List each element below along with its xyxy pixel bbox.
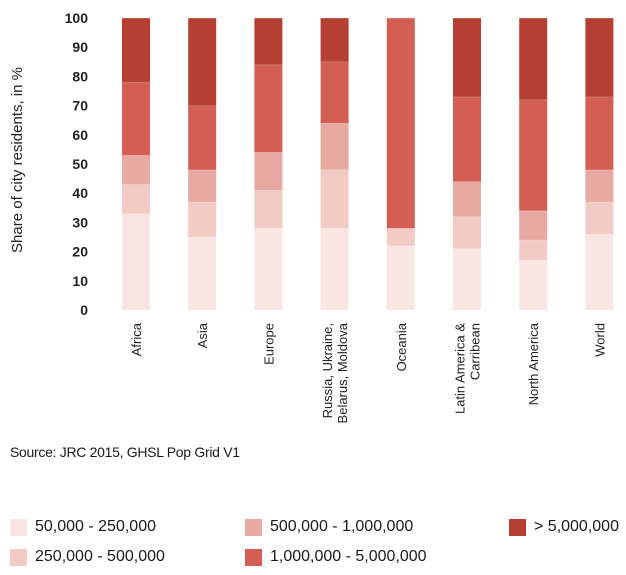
y-tick-label: 80 (72, 68, 88, 84)
y-tick-label: 40 (72, 185, 88, 201)
x-category-label: Europe (261, 323, 276, 365)
legend-label: 1,000,000 - 5,000,000 (270, 548, 427, 565)
bar-segment (585, 201, 614, 235)
y-tick-label: 100 (65, 10, 89, 26)
legend-label: 500,000 - 1,000,000 (270, 518, 414, 535)
bar-segment (188, 18, 217, 106)
bar-segment (122, 184, 150, 214)
x-category-label: Carribean (468, 323, 483, 380)
x-category-label: World (592, 323, 607, 357)
y-axis-label: Share of city residents, in % (9, 67, 26, 253)
source-note: Source: JRC 2015, GHSL Pop Grid V1 (10, 444, 240, 460)
x-category-label: Oceania (394, 322, 409, 371)
legend-swatch (245, 548, 262, 566)
x-category-label: Russia, Ukraine, (320, 323, 335, 418)
y-tick-label: 10 (72, 273, 88, 289)
bar-segment (188, 105, 217, 170)
y-tick-label: 70 (72, 98, 88, 114)
bar-segment (320, 18, 349, 62)
y-tick-label: 50 (72, 156, 88, 172)
y-axis-label-group: Share of city residents, in % (9, 67, 26, 253)
bar-segment (320, 169, 349, 229)
legend-label: > 5,000,000 (534, 518, 619, 535)
bar-segment (519, 260, 548, 310)
x-category-label: North America (526, 322, 541, 405)
bar-segment (453, 18, 481, 97)
y-tick-label: 0 (80, 302, 88, 318)
bar-segment (519, 99, 548, 211)
y-tick-label: 20 (72, 244, 88, 260)
legend-item: 50,000 - 250,000 (10, 518, 156, 536)
legend-label: 50,000 - 250,000 (35, 518, 156, 535)
bar-segment (585, 96, 614, 170)
bar-segment (386, 245, 415, 310)
y-tick-label: 60 (72, 127, 88, 143)
bar-segment (122, 82, 150, 156)
bar-segment (519, 239, 548, 261)
y-tick-label: 30 (72, 214, 88, 230)
y-tick-label: 90 (72, 39, 88, 55)
bar-segment (122, 213, 150, 310)
bar-segment (585, 234, 614, 310)
bar-segment (585, 169, 614, 202)
bar-segment (453, 216, 481, 249)
x-axis-labels: Africa Asia Europe Russia, Ukraine, Belarus,… (129, 322, 607, 423)
legend-item: 250,000 - 500,000 (10, 548, 165, 566)
bar-segment (188, 237, 217, 310)
bar-segment (254, 152, 283, 191)
bar-segment (320, 61, 349, 124)
x-category-label: Belarus, Moldova (335, 322, 350, 423)
y-axis-ticks: 0 10 20 30 40 50 60 70 80 90 100 (65, 10, 89, 318)
bar-segment (453, 248, 481, 310)
legend-item: > 5,000,000 (509, 518, 619, 536)
bar-segment (453, 96, 481, 182)
bar-segment (254, 190, 283, 229)
legend-swatch (10, 548, 27, 566)
bar-segment (453, 181, 481, 217)
bar-segment (188, 201, 217, 237)
bar-segment (386, 228, 415, 246)
bar-segment (254, 18, 283, 65)
bar-segment (320, 228, 349, 310)
bar-segment (585, 18, 614, 97)
x-category-label: Africa (129, 322, 144, 356)
bar-segment (386, 18, 415, 229)
legend-swatch (245, 518, 262, 536)
x-category-label: Latin America & (453, 323, 468, 414)
legend-label: 250,000 - 500,000 (35, 548, 165, 565)
bar-segment (122, 155, 150, 185)
x-category-label: Asia (195, 322, 210, 348)
bar-segment (254, 228, 283, 310)
bar-segment (188, 169, 217, 202)
bar-segment (320, 123, 349, 170)
legend-swatch (509, 518, 526, 536)
legend-item: 500,000 - 1,000,000 (245, 518, 413, 536)
bar-segment (519, 18, 548, 100)
stacked-bar-chart: Share of city residents, in % 0 10 20 30 40 5… (9, 10, 614, 423)
bar-segment (254, 64, 283, 153)
legend-item: 1,000,000 - 5,000,000 (245, 548, 427, 566)
bars (122, 17, 614, 310)
bar-segment (122, 18, 150, 83)
legend-swatch (10, 518, 27, 536)
bar-segment (519, 210, 548, 240)
